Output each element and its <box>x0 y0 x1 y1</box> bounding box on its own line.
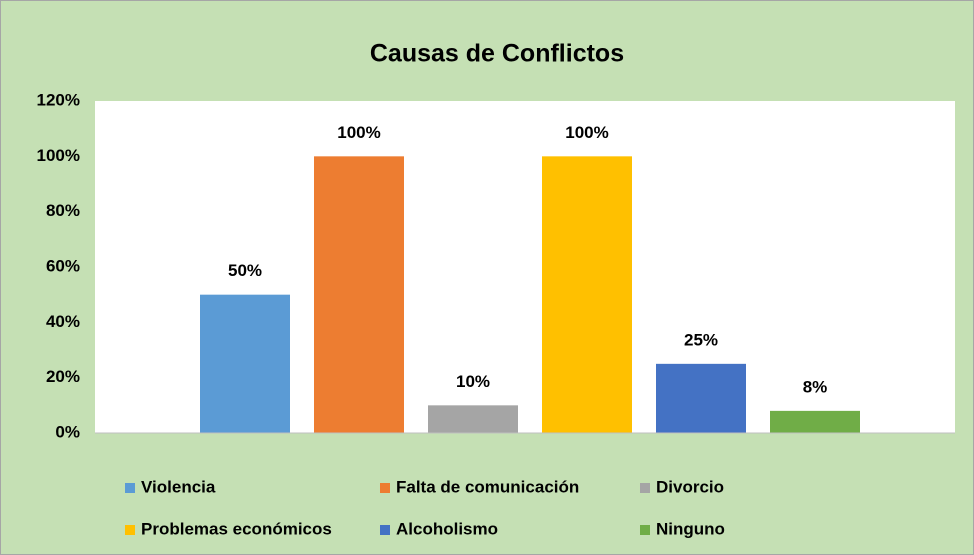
data-label: 50% <box>228 261 262 280</box>
data-label: 25% <box>684 330 718 349</box>
legend-swatch <box>125 525 135 535</box>
bar <box>542 156 632 434</box>
data-label: 100% <box>337 123 380 142</box>
legend-swatch <box>125 483 135 493</box>
legend-label: Ninguno <box>656 519 725 538</box>
y-tick-label: 40% <box>46 312 80 331</box>
bar <box>770 410 860 433</box>
legend-swatch <box>640 483 650 493</box>
bar <box>314 156 404 434</box>
legend-label: Violencia <box>141 477 216 496</box>
legend-label: Alcoholismo <box>396 519 498 538</box>
y-tick-label: 100% <box>37 146 80 165</box>
legend-label: Divorcio <box>656 477 724 496</box>
legend-swatch <box>640 525 650 535</box>
data-label: 8% <box>803 377 828 396</box>
y-tick-label: 120% <box>37 90 80 109</box>
legend-label: Problemas económicos <box>141 519 332 538</box>
chart-title: Causas de Conflictos <box>370 40 624 68</box>
y-tick-label: 80% <box>46 201 80 220</box>
y-tick-label: 60% <box>46 256 80 275</box>
bar <box>200 294 290 433</box>
y-tick-label: 20% <box>46 367 80 386</box>
bar <box>656 363 746 433</box>
data-label: 100% <box>565 123 608 142</box>
legend-swatch <box>380 483 390 493</box>
bar <box>428 405 518 433</box>
legend-label: Falta de comunicación <box>396 477 579 496</box>
y-tick-label: 0% <box>55 422 80 441</box>
legend-swatch <box>380 525 390 535</box>
data-label: 10% <box>456 372 490 391</box>
